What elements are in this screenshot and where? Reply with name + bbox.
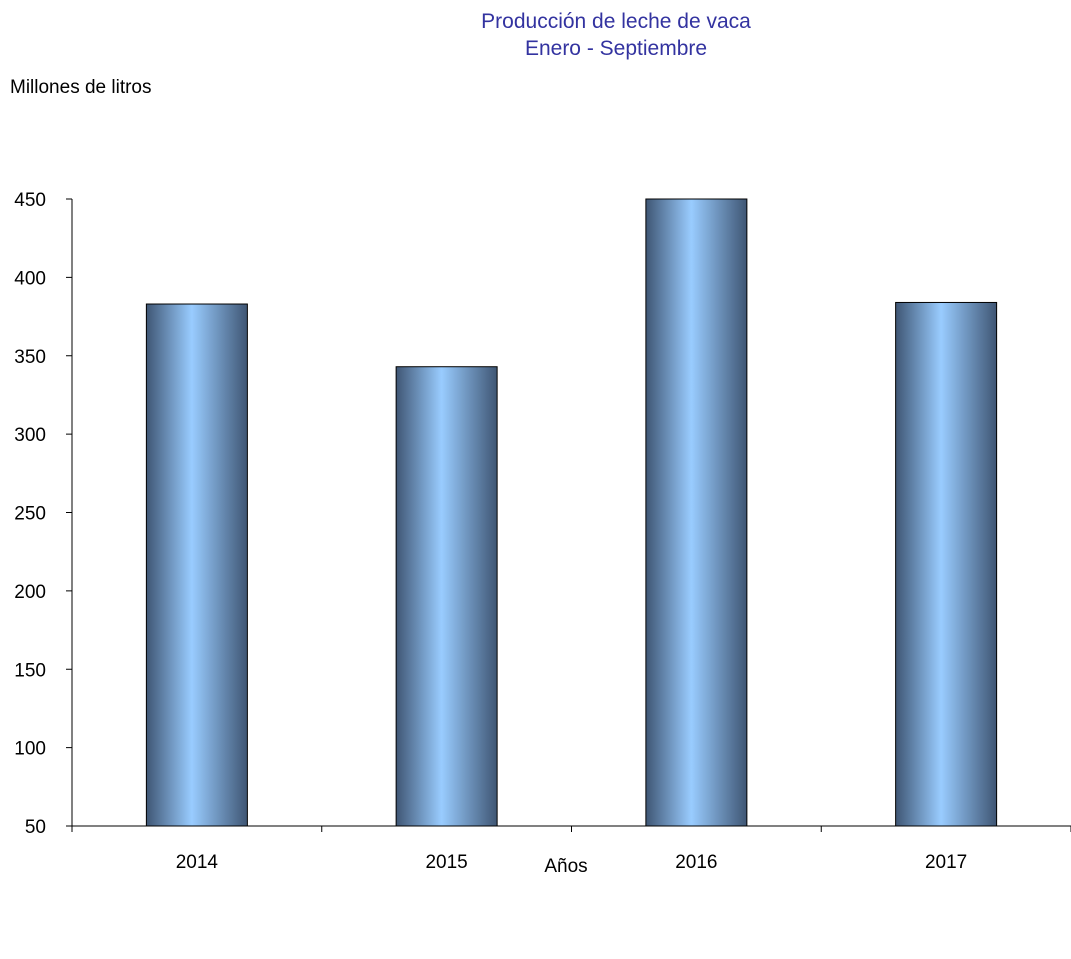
x-tick-label-2017: 2017 [925, 852, 967, 873]
y-tick-label-100: 100 [14, 739, 46, 760]
y-tick-label-300: 300 [14, 425, 46, 446]
x-ticks-group: 2014 2015 2016 2017 [71, 826, 1071, 873]
y-tick-label-200: 200 [14, 582, 46, 603]
y-tick-label-350: 350 [14, 347, 46, 368]
y-ticks-group: 50 100 150 200 250 300 350 400 450 [14, 190, 72, 838]
y-tick-label-400: 400 [14, 268, 46, 289]
y-axis-label: Millones de litros [10, 77, 152, 98]
bar-2015 [395, 366, 498, 827]
bar-2017 [895, 301, 998, 827]
bars-group [145, 198, 998, 827]
y-tick-label-250: 250 [14, 504, 46, 525]
x-axis-label: Años [544, 856, 587, 877]
y-tick-label-150: 150 [14, 660, 46, 681]
chart-subtitle: Enero - Septiembre [525, 37, 707, 60]
y-tick-label-450: 450 [14, 190, 46, 211]
x-tick-label-2015: 2015 [425, 852, 467, 873]
x-tick-label-2014: 2014 [176, 852, 219, 873]
bar-2016 [645, 198, 748, 827]
chart-title: Producción de leche de vaca [481, 10, 751, 33]
y-tick-label-50: 50 [25, 817, 46, 838]
bar-2014 [145, 303, 248, 827]
x-tick-label-2016: 2016 [675, 852, 717, 873]
